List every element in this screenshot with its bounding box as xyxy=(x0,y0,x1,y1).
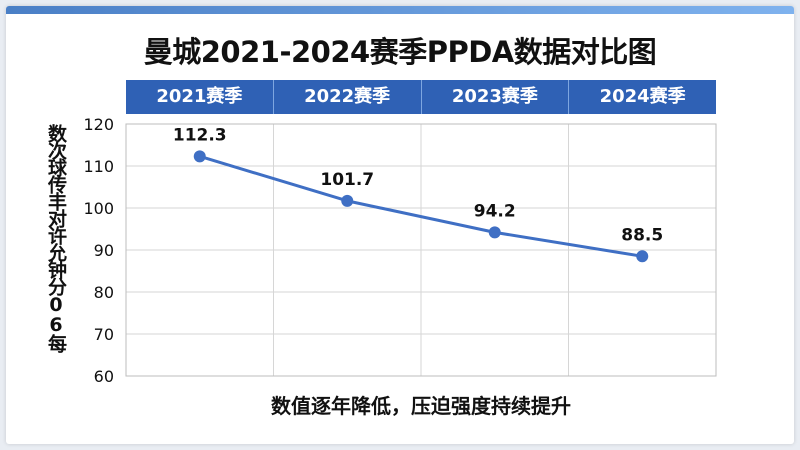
data-label: 88.5 xyxy=(621,225,663,245)
y-tick-label: 70 xyxy=(94,325,114,344)
chart-caption: 数值逐年降低，压迫强度持续提升 xyxy=(271,394,571,418)
season-header-2022: 2022赛季 xyxy=(274,80,422,114)
data-point xyxy=(193,150,206,163)
y-tick-label: 120 xyxy=(83,115,114,134)
slide: 曼城2021-2024赛季PPDA数据对比图 2021赛季 2022赛季 202… xyxy=(6,6,794,444)
season-header-2024: 2024赛季 xyxy=(599,86,686,107)
data-point xyxy=(636,250,649,263)
data-label: 101.7 xyxy=(320,170,374,190)
season-header-2021: 2021赛季 xyxy=(126,80,274,114)
top-accent-bar xyxy=(6,6,794,14)
plot-frame xyxy=(125,123,717,377)
y-tick-label: 100 xyxy=(83,199,114,218)
data-point xyxy=(341,194,354,207)
y-tick-label: 110 xyxy=(83,157,114,176)
y-tick-label: 90 xyxy=(94,241,114,260)
line-chart: 60 70 80 90 100 110 120 112.3 101.7 94.2 88.5 xyxy=(83,115,717,386)
season-header-2023: 2023赛季 xyxy=(422,80,570,114)
series-line xyxy=(199,154,643,258)
data-point xyxy=(488,226,501,239)
chart-title: 曼城2021-2024赛季PPDA数据对比图 xyxy=(143,35,657,69)
y-tick-label: 60 xyxy=(94,367,114,386)
y-axis-label: 数次球传丰对许允钟分06每 xyxy=(45,124,67,351)
data-label: 94.2 xyxy=(474,201,516,221)
y-tick-label: 80 xyxy=(94,283,114,302)
data-label: 112.3 xyxy=(173,125,227,145)
season-header-row: 2021赛季 2022赛季 2023赛季 2024赛季 xyxy=(126,80,716,114)
